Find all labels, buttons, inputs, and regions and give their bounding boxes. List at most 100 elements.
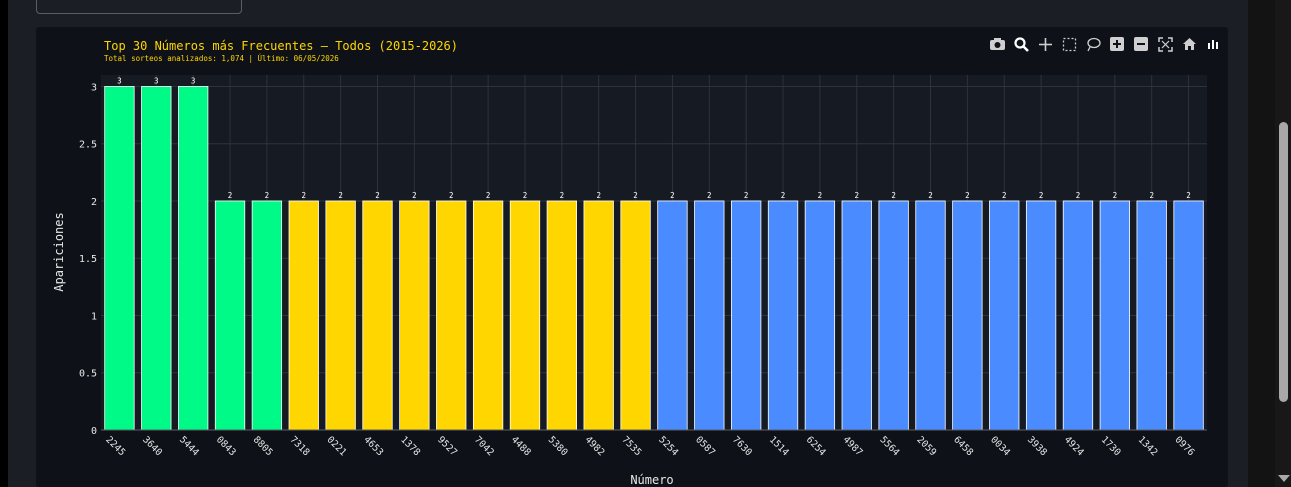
bar-data-label: 2 [1039,191,1044,200]
bar [546,200,577,431]
y-tick-label: 1 [91,311,97,322]
x-tick-label: 7630 [730,434,754,458]
left-edge-strip [0,0,8,487]
chart-title: Top 30 Números más Frecuentes — Todos (2… [104,39,458,53]
bar [804,200,836,431]
x-tick-label: 6458 [951,434,975,458]
bar-data-label: 2 [855,191,860,200]
bar [362,200,393,431]
zoom-out-icon[interactable] [1132,36,1150,52]
bar-data-label: 2 [633,191,638,200]
x-tick-label: 5254 [656,434,680,458]
bar-data-label: 2 [1149,191,1154,200]
zoom-icon[interactable] [1012,36,1030,52]
bar [1173,200,1204,431]
bar [288,200,319,431]
x-tick-label: 7318 [288,434,312,458]
bar [878,200,909,431]
x-tick-label: 4653 [361,434,385,458]
bar-data-label: 2 [1002,191,1007,200]
x-tick-label: 9527 [435,434,459,458]
plotly-logo-icon[interactable] [1204,36,1222,52]
bar [915,200,946,431]
bar [767,200,799,431]
x-tick-label: 5444 [177,434,201,458]
bar [583,200,614,431]
bar-data-label: 2 [486,191,491,200]
bar [141,86,172,431]
bar-data-label: 2 [228,191,233,200]
x-tick-label: 2059 [914,434,938,458]
box-select-icon[interactable] [1060,36,1078,52]
bar [178,86,209,431]
x-tick-label: 3938 [1025,434,1049,458]
bar [325,200,356,431]
x-tick-label: 4987 [841,434,865,458]
bar [251,200,283,431]
bar-data-label: 3 [117,76,122,85]
bar-data-label: 2 [818,191,823,200]
bar-data-label: 2 [265,191,270,200]
autoscale-icon[interactable] [1156,36,1174,52]
x-tick-label: 0843 [214,434,238,458]
bar [1062,200,1094,431]
bar [952,200,983,431]
scroll-down-arrow-icon[interactable] [1278,475,1290,482]
chart-subtitle: Total sorteos analizados: 1,074 | Último… [104,54,339,63]
bar [1025,200,1057,431]
bar-data-label: 2 [302,191,307,200]
x-tick-label: 4982 [583,434,607,458]
x-tick-label: 4488 [509,434,533,458]
y-tick-label: 0 [91,426,97,437]
top-input-box[interactable] [36,0,242,14]
x-tick-label: 0221 [325,434,349,458]
bar [399,200,430,431]
bar-data-label: 2 [560,191,565,200]
y-tick-label: 2.5 [79,140,97,151]
bar [1136,200,1167,431]
bar [989,200,1020,431]
chart-modebar [988,36,1222,52]
x-tick-label: 1514 [767,434,791,458]
bar-data-label: 2 [1076,191,1081,200]
reset-axes-icon[interactable] [1180,36,1198,52]
x-tick-label: 5380 [546,434,570,458]
camera-icon[interactable] [988,36,1006,52]
bar-data-label: 2 [965,191,970,200]
pan-icon[interactable] [1036,36,1054,52]
bar-data-label: 2 [670,191,675,200]
bar-data-label: 2 [1113,191,1118,200]
bar [436,200,467,431]
y-axis-label: Apariciones [52,212,66,291]
x-tick-label: 0587 [693,434,717,458]
x-tick-label: 4924 [1062,434,1086,458]
bar-data-label: 3 [191,76,196,85]
plot-area [101,75,1207,430]
bar-data-label: 2 [523,191,528,200]
x-tick-label: 1378 [398,434,422,458]
bar [1099,200,1130,431]
bar-data-label: 2 [707,191,712,200]
x-tick-label: 6254 [804,434,828,458]
y-tick-label: 3 [91,82,97,93]
y-tick-label: 1.5 [79,254,97,265]
bar [620,200,651,431]
x-tick-label: 0034 [988,434,1012,458]
lasso-select-icon[interactable] [1084,36,1102,52]
x-tick-label: 1342 [1136,434,1160,458]
bar-data-label: 2 [928,191,933,200]
bar-data-label: 2 [891,191,896,200]
y-tick-label: 2 [91,197,97,208]
zoom-in-icon[interactable] [1108,36,1126,52]
bar [694,200,725,431]
x-tick-label: 0976 [1172,434,1196,458]
bar [841,200,872,431]
x-tick-label: 7042 [472,434,496,458]
bar-data-label: 3 [154,76,159,85]
bar-data-label: 2 [412,191,417,200]
x-tick-label: 1730 [1099,434,1123,458]
bar-data-label: 2 [338,191,343,200]
scrollbar-thumb[interactable] [1279,122,1288,402]
bar [657,200,688,431]
x-tick-label: 8805 [251,434,275,458]
